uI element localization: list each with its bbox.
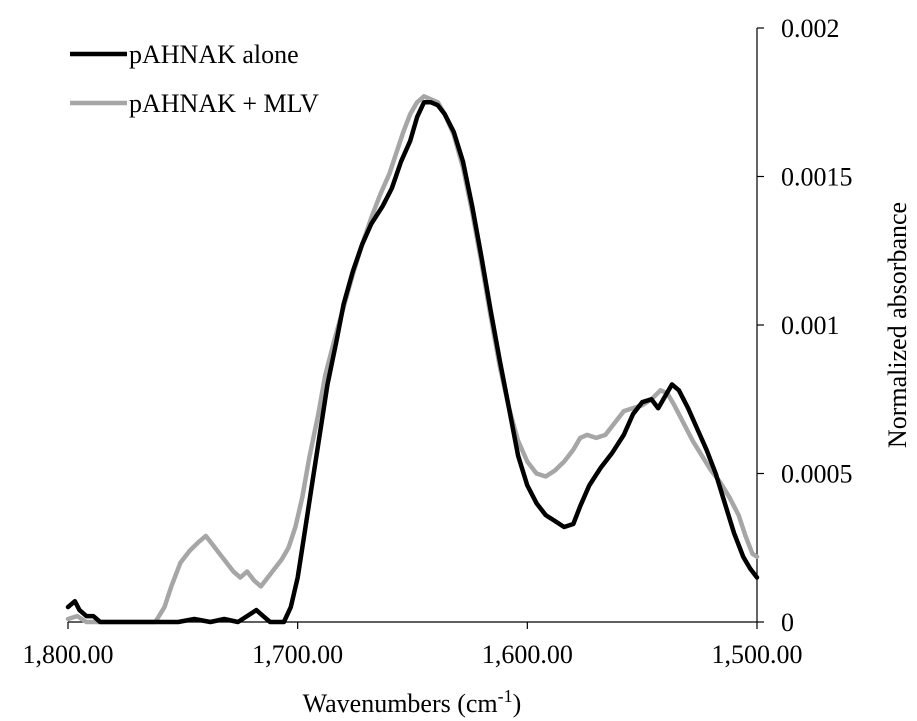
legend: pAHNAK alone pAHNAK + MLV bbox=[70, 40, 319, 118]
series-line-pahnak-alone bbox=[65, 100, 760, 625]
series-group bbox=[65, 94, 760, 625]
legend-label: pAHNAK + MLV bbox=[129, 89, 319, 118]
y-ticks: 0 0.0005 0.001 0.0015 0.002 bbox=[757, 14, 853, 637]
y-axis-label: Normalized absorbance bbox=[883, 202, 912, 448]
x-tick-label: 1,600.00 bbox=[482, 640, 573, 669]
x-tick-label: 1,500.00 bbox=[712, 640, 803, 669]
y-tick-label: 0.0015 bbox=[781, 163, 853, 192]
y-tick-label: 0.002 bbox=[781, 14, 840, 43]
x-ticks: 1,800.00 1,700.00 1,600.00 1,500.00 bbox=[23, 622, 803, 669]
x-axis-label: Wavenumbers (cm-1) bbox=[303, 686, 522, 718]
series-line-pahnak-mlv bbox=[65, 94, 760, 625]
x-axis-label-end: ) bbox=[513, 689, 522, 718]
x-tick-label: 1,700.00 bbox=[252, 640, 343, 669]
x-axis-label-main: Wavenumbers (cm bbox=[303, 689, 498, 718]
y-tick-label: 0.0005 bbox=[781, 460, 853, 489]
x-tick-label: 1,800.00 bbox=[23, 640, 114, 669]
legend-label: pAHNAK alone bbox=[129, 40, 299, 69]
y-tick-label: 0.001 bbox=[781, 311, 840, 340]
y-tick-label: 0 bbox=[781, 608, 794, 637]
x-axis-label-superscript: -1 bbox=[498, 686, 513, 706]
